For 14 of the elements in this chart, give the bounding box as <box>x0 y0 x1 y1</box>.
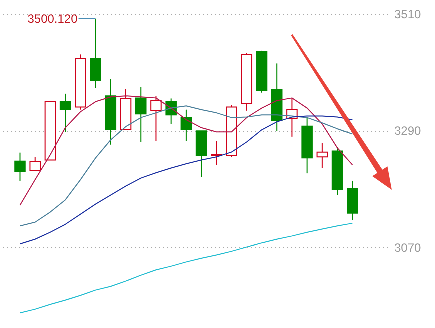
candlestick <box>14 152 26 182</box>
annotation: 3500.120 <box>28 12 78 26</box>
candlestick <box>180 109 192 142</box>
candlestick <box>90 18 102 89</box>
candlestick <box>150 96 162 142</box>
candlestick <box>30 156 41 172</box>
y-tick-label: 3510 <box>394 7 422 22</box>
candlestick <box>135 86 147 143</box>
line-series <box>20 96 354 206</box>
line-series <box>20 222 354 314</box>
candlestick <box>316 142 328 169</box>
y-tick-label: 3290 <box>394 124 422 138</box>
y-tick-label: 3070 <box>394 240 422 255</box>
candlestick <box>60 93 72 133</box>
